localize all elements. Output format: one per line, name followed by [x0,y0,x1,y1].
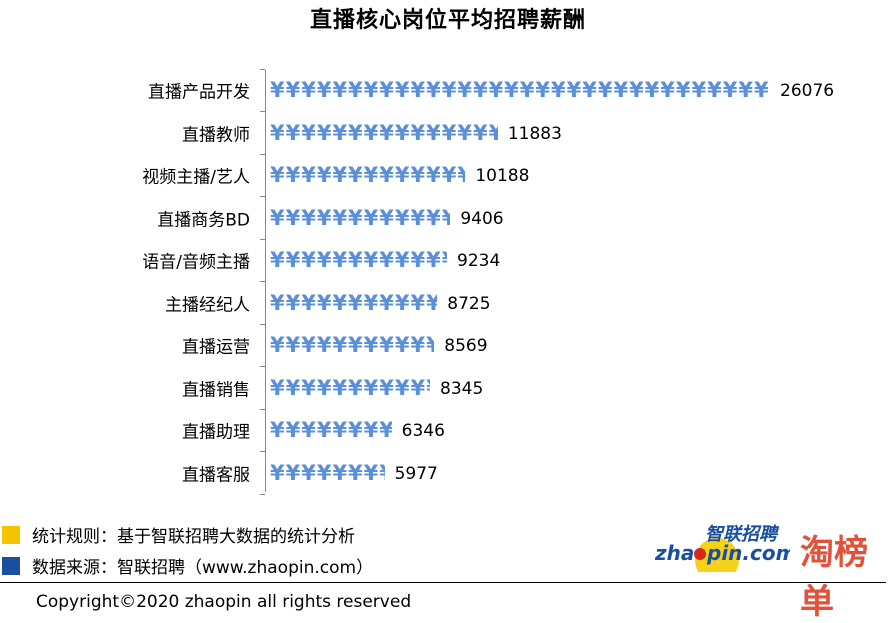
bar: ¥¥¥¥¥¥¥¥¥¥¥¥¥¥¥¥¥¥¥¥¥¥¥¥¥¥¥¥¥¥¥¥¥¥¥¥¥¥¥¥ [270,163,465,187]
y-tick [260,281,265,283]
copyright: Copyright©2020 zhaopin all rights reserv… [36,592,412,612]
y-tick [260,153,265,155]
y-tick [260,366,265,368]
divider [0,582,886,583]
category-label: 直播教师 [182,125,250,145]
data-label: 26076 [780,81,835,101]
category-label: 视频主播/艺人 [142,167,250,188]
data-label: 11883 [507,123,562,144]
category-label: 直播助理 [182,422,250,443]
category-label: 直播销售 [182,380,250,400]
chart-title: 直播核心岗位平均招聘薪酬 [309,8,586,33]
legend-source-text: 数据来源：智联招聘（www.zhaopin.com） [32,558,374,578]
bar: ¥¥¥¥¥¥¥¥¥¥¥¥¥¥¥¥¥¥¥¥¥¥¥¥¥¥¥¥¥¥¥¥¥¥¥¥¥¥¥¥ [270,248,447,272]
category-label: 语音/音频主播 [142,252,250,273]
category-label: 直播商务BD [157,210,250,230]
svg-text:智联招聘: 智联招聘 [705,524,780,545]
data-label: 8569 [444,336,488,356]
y-tick [260,493,265,495]
bar: ¥¥¥¥¥¥¥¥¥¥¥¥¥¥¥¥¥¥¥¥¥¥¥¥¥¥¥¥¥¥¥¥¥¥¥¥¥¥¥¥ [270,205,451,230]
bar: ¥¥¥¥¥¥¥¥¥¥¥¥¥¥¥¥¥¥¥¥¥¥¥¥¥¥¥¥¥¥¥¥¥¥¥¥¥¥¥¥ [270,290,438,315]
bar: ¥¥¥¥¥¥¥¥¥¥¥¥¥¥¥¥¥¥¥¥¥¥¥¥¥¥¥¥¥¥¥¥¥¥¥¥¥¥¥¥ [270,418,392,442]
legend-swatch-blue [2,556,20,575]
zhaopin-logo: 智联招聘 zha pin.com [655,524,790,572]
data-label: 6346 [401,421,445,441]
bar: ¥¥¥¥¥¥¥¥¥¥¥¥¥¥¥¥¥¥¥¥¥¥¥¥¥¥¥¥¥¥¥¥¥¥¥¥¥¥¥¥ [270,460,385,485]
svg-text:pin.com: pin.com [706,541,790,565]
y-tick [260,323,265,325]
y-tick [260,68,265,70]
bar: ¥¥¥¥¥¥¥¥¥¥¥¥¥¥¥¥¥¥¥¥¥¥¥¥¥¥¥¥¥¥¥¥¥¥¥¥¥¥¥¥ [270,78,770,102]
y-tick [260,238,265,240]
data-label: 8725 [447,293,491,314]
legend-rule: 统计规则：基于智联招聘大数据的统计分析 [2,522,355,547]
bar: ¥¥¥¥¥¥¥¥¥¥¥¥¥¥¥¥¥¥¥¥¥¥¥¥¥¥¥¥¥¥¥¥¥¥¥¥¥¥¥¥ [270,120,498,145]
svg-text:zha: zha [655,541,694,565]
data-label: 10188 [475,166,530,186]
y-axis [265,70,266,492]
y-tick [260,111,265,113]
data-label: 9406 [460,208,504,229]
category-label: 直播运营 [182,337,250,358]
legend-source: 数据来源：智联招聘（www.zhaopin.com） [2,553,373,578]
data-label: 5977 [394,463,438,484]
taobangdan-logo: 淘榜单 [800,533,868,622]
legend-rule-text: 统计规则：基于智联招聘大数据的统计分析 [32,527,355,547]
category-label: 主播经纪人 [165,295,250,315]
category-label: 直播客服 [182,465,250,485]
data-label: 9234 [457,251,501,271]
y-tick [260,408,265,410]
category-label: 直播产品开发 [148,82,250,103]
bar: ¥¥¥¥¥¥¥¥¥¥¥¥¥¥¥¥¥¥¥¥¥¥¥¥¥¥¥¥¥¥¥¥¥¥¥¥¥¥¥¥ [270,375,430,400]
data-label: 8345 [440,378,484,399]
legend-swatch-yellow [2,525,20,544]
y-tick [260,196,265,198]
bar: ¥¥¥¥¥¥¥¥¥¥¥¥¥¥¥¥¥¥¥¥¥¥¥¥¥¥¥¥¥¥¥¥¥¥¥¥¥¥¥¥ [270,333,434,357]
y-tick [260,451,265,453]
